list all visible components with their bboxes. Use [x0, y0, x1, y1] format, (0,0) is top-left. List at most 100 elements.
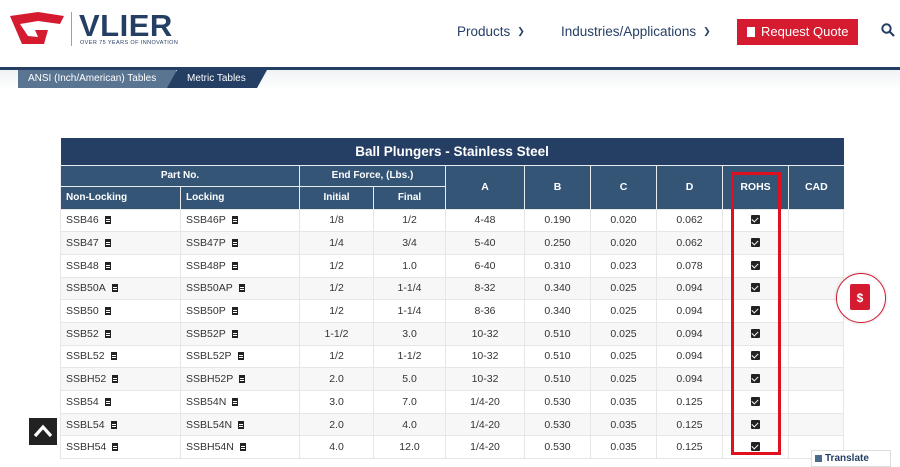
header-c: C [590, 164, 657, 209]
pdf-document-icon[interactable] [110, 352, 117, 361]
pdf-document-icon[interactable] [110, 420, 117, 429]
cell-b-text: 0.310 [544, 259, 571, 272]
cell-cad [787, 299, 845, 323]
pdf-document-icon[interactable] [231, 329, 238, 338]
pdf-document-icon[interactable] [231, 307, 238, 316]
logo-tagline: OVER 75 YEARS OF INNOVATION [80, 40, 179, 46]
pdf-document-icon[interactable] [104, 216, 111, 225]
tab-ansi-tables[interactable]: ANSI (Inch/American) Tables [18, 70, 176, 88]
translate-widget[interactable]: Translate [811, 450, 891, 467]
header-a: A [445, 164, 525, 209]
pdf-document-icon[interactable] [104, 261, 111, 270]
cell-cad [787, 390, 845, 414]
table-row: SSB54 SSB54N 3.0 7.0 1/4-20 0.530 0.035 0.125 [60, 390, 845, 414]
rohs-check-icon [751, 260, 760, 270]
cell-locking: SSBH54N [180, 435, 300, 460]
cell-c: 0.020 [590, 208, 657, 233]
header-non-locking: Non-Locking [60, 185, 181, 209]
cell-locking-text: SSB50AP [186, 282, 233, 295]
cell-d: 0.062 [656, 208, 723, 233]
cell-non-locking-text: SSBH54 [66, 441, 107, 454]
rohs-highlight-box [731, 172, 781, 455]
cell-b-text: 0.530 [544, 395, 571, 408]
pdf-document-icon[interactable] [104, 397, 111, 406]
cell-d-text: 0.125 [676, 395, 703, 408]
cell-b: 0.530 [524, 435, 591, 460]
cell-final: 5.0 [373, 367, 446, 391]
cell-c: 0.035 [590, 390, 657, 414]
pdf-document-icon[interactable] [239, 375, 246, 384]
pdf-document-icon[interactable] [238, 420, 245, 429]
cell-cad [787, 253, 845, 278]
cell-locking: SSB50AP [180, 276, 300, 301]
header-divider [0, 67, 900, 70]
cell-c: 0.025 [590, 276, 657, 301]
quote-float-button[interactable]: $ [836, 273, 886, 323]
cell-final-text: 1/2 [402, 214, 417, 227]
cell-locking-text: SSB54N [186, 395, 227, 408]
cell-final-text: 3/4 [402, 237, 417, 250]
cell-initial-text: 1/4 [329, 237, 344, 250]
pdf-document-icon[interactable] [239, 443, 246, 452]
pdf-document-icon[interactable] [111, 284, 118, 293]
nav-products-label: Products [457, 24, 511, 39]
pdf-document-icon[interactable] [238, 284, 245, 293]
rohs-check-icon [751, 215, 760, 225]
cell-initial: 3.0 [299, 390, 374, 414]
cell-a: 5-40 [445, 231, 525, 255]
cell-initial: 4.0 [299, 435, 374, 460]
cell-a: 10-32 [445, 367, 525, 391]
cell-d: 0.078 [656, 253, 723, 278]
cell-b-text: 0.250 [544, 237, 571, 250]
cell-b-text: 0.340 [544, 305, 571, 318]
cell-initial-text: 3.0 [329, 395, 344, 408]
vlier-logo-icon[interactable] [8, 10, 66, 48]
cell-a: 10-32 [445, 321, 525, 346]
pdf-document-icon[interactable] [104, 329, 111, 338]
pdf-document-icon[interactable] [104, 239, 111, 248]
cell-initial-text: 1/2 [329, 259, 344, 272]
pdf-document-icon[interactable] [232, 397, 239, 406]
pdf-document-icon[interactable] [112, 443, 119, 452]
cell-non-locking: SSB50 [60, 299, 181, 323]
cell-final: 1-1/2 [373, 344, 446, 369]
cell-a-text: 6-40 [474, 259, 496, 272]
cell-cad [787, 412, 845, 437]
cell-b: 0.340 [524, 276, 591, 301]
cell-b: 0.510 [524, 321, 591, 346]
request-quote-button[interactable]: Request Quote [737, 19, 858, 45]
pdf-document-icon[interactable] [231, 216, 238, 225]
cell-c-text: 0.035 [610, 441, 637, 454]
rohs-check-icon [751, 374, 760, 384]
cell-c-text: 0.025 [610, 305, 637, 318]
chevron-up-icon [33, 424, 53, 438]
search-icon[interactable] [881, 23, 895, 37]
cell-a-text: 10-32 [471, 350, 499, 363]
tab-metric-tables[interactable]: Metric Tables [167, 70, 267, 88]
pdf-document-icon[interactable] [104, 307, 111, 316]
logo-wordmark[interactable]: VLIER [79, 8, 173, 43]
table-row: SSB52 SSB52P 1-1/2 3.0 10-32 0.510 0.025 0.094 [60, 321, 845, 346]
header-final: Final [373, 185, 446, 209]
site-header: VLIER OVER 75 YEARS OF INNOVATION Produc… [0, 0, 900, 64]
cell-final-text: 7.0 [402, 395, 417, 408]
header-cad: CAD [787, 164, 844, 209]
nav-industries[interactable]: Industries/Applications ❯ [561, 24, 711, 39]
nav-products[interactable]: Products ❯ [457, 24, 525, 39]
cell-d-text: 0.094 [676, 282, 703, 295]
back-to-top-button[interactable] [29, 418, 57, 445]
cell-locking: SSBL52P [180, 344, 300, 369]
pdf-document-icon[interactable] [112, 375, 119, 384]
cell-c: 0.025 [590, 344, 657, 369]
table-row: SSB46 SSB46P 1/8 1/2 4-48 0.190 0.020 0.062 [60, 208, 845, 233]
cell-initial-text: 4.0 [329, 441, 344, 454]
cell-non-locking: SSB54 [60, 390, 181, 414]
cell-non-locking-text: SSB48 [66, 259, 99, 272]
cell-d-text: 0.094 [676, 373, 703, 386]
pdf-document-icon[interactable] [231, 261, 238, 270]
pdf-document-icon[interactable] [237, 352, 244, 361]
cell-rohs [722, 412, 789, 437]
cell-c-text: 0.025 [610, 350, 637, 363]
cell-non-locking-text: SSB50 [66, 305, 99, 318]
pdf-document-icon[interactable] [231, 239, 238, 248]
